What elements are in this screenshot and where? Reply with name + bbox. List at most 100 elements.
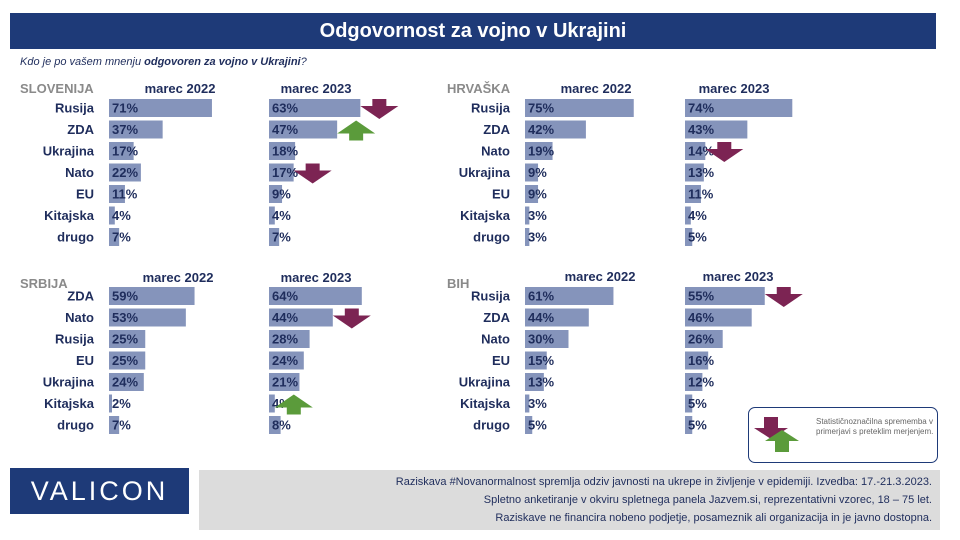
data-label: 28% — [272, 332, 298, 347]
bar — [525, 394, 530, 413]
bar — [109, 416, 120, 434]
category-label: Kitajska — [460, 208, 511, 223]
series-header: marec 2023 — [703, 269, 774, 284]
bar — [109, 185, 125, 203]
data-label: 59% — [112, 289, 138, 304]
category-label: drugo — [473, 418, 510, 433]
category-label: Kitajska — [460, 396, 511, 411]
footer-line: Raziskava #Novanormalnost spremlja odziv… — [395, 476, 932, 488]
region-title: HRVAŠKA — [447, 81, 511, 96]
bar — [269, 416, 281, 434]
series-header: marec 2023 — [281, 270, 352, 285]
category-label: Nato — [481, 332, 510, 347]
bar — [685, 99, 793, 117]
series-header: marec 2023 — [699, 81, 770, 96]
data-label: 47% — [272, 122, 298, 137]
data-label: 44% — [272, 310, 298, 325]
legend-arrow-up-icon — [765, 430, 799, 452]
bar — [685, 185, 701, 203]
bar — [269, 228, 280, 246]
data-label: 4% — [688, 208, 707, 223]
data-label: 3% — [528, 230, 547, 245]
bar — [525, 287, 614, 305]
bar — [109, 308, 186, 327]
subtitle-post: ? — [300, 56, 307, 68]
bar — [109, 228, 120, 246]
data-label: 26% — [688, 332, 714, 347]
data-label: 22% — [112, 165, 138, 180]
category-label: drugo — [57, 230, 94, 245]
bar — [109, 351, 146, 370]
category-label: ZDA — [67, 122, 94, 137]
footer-line: Raziskave ne financira nobeno podjetje, … — [495, 512, 932, 524]
arrow-down-icon — [764, 287, 803, 307]
category-label: Nato — [65, 165, 94, 180]
footer-line: Spletno anketiranje v okviru spletnega p… — [483, 494, 932, 506]
data-label: 44% — [528, 310, 554, 325]
bar — [269, 163, 294, 182]
data-label: 24% — [272, 353, 298, 368]
category-label: EU — [76, 353, 94, 368]
bar — [109, 163, 141, 182]
bar — [685, 163, 704, 182]
region-title: SLOVENIJA — [20, 81, 94, 96]
bar — [269, 142, 296, 160]
data-label: 3% — [528, 208, 547, 223]
data-label: 53% — [112, 310, 138, 325]
data-label: 3% — [528, 396, 547, 411]
category-label: Ukrajina — [459, 375, 511, 390]
bar — [685, 416, 693, 434]
data-label: 7% — [112, 418, 131, 433]
arrow-down-icon — [360, 99, 399, 119]
series-header: marec 2022 — [145, 81, 216, 96]
category-label: Rusija — [471, 289, 511, 304]
bar — [685, 206, 691, 225]
data-label: 7% — [272, 230, 291, 245]
bar — [685, 330, 723, 348]
series-header: marec 2022 — [565, 269, 636, 284]
subtitle-pre: Kdo je po vašem mnenju — [20, 56, 145, 68]
category-label: EU — [76, 187, 94, 202]
data-label: 37% — [112, 122, 138, 137]
data-label: 24% — [112, 375, 138, 390]
data-label: 17% — [112, 144, 138, 159]
category-label: Nato — [65, 310, 94, 325]
bar — [269, 394, 275, 413]
data-label: 25% — [112, 353, 138, 368]
data-label: 75% — [528, 101, 554, 116]
data-label: 12% — [688, 375, 714, 390]
bar — [685, 308, 752, 327]
bar — [269, 120, 338, 139]
data-label: 5% — [528, 418, 547, 433]
category-label: Ukrajina — [459, 165, 511, 180]
bar — [525, 185, 539, 203]
bar — [109, 142, 134, 160]
data-label: 15% — [528, 353, 554, 368]
data-label: 21% — [272, 375, 298, 390]
data-label: 9% — [528, 165, 547, 180]
data-label: 2% — [112, 396, 131, 411]
bar — [269, 308, 333, 327]
category-label: ZDA — [483, 310, 510, 325]
bar — [685, 351, 709, 370]
bar — [685, 228, 693, 246]
data-label: 63% — [272, 101, 298, 116]
data-label: 11% — [112, 187, 138, 202]
bar — [269, 287, 362, 305]
data-label: 14% — [688, 144, 714, 159]
valicon-logo: VALICON — [10, 468, 189, 514]
data-label: 9% — [528, 187, 547, 202]
series-header: marec 2022 — [143, 270, 214, 285]
data-label: 7% — [112, 230, 131, 245]
category-label: EU — [492, 187, 510, 202]
series-header: marec 2023 — [281, 81, 352, 96]
data-label: 9% — [272, 187, 291, 202]
bar — [109, 206, 115, 225]
category-label: Nato — [481, 144, 510, 159]
bar — [685, 373, 703, 391]
legend-arrows — [754, 417, 799, 452]
data-label: 13% — [528, 375, 554, 390]
data-label: 43% — [688, 122, 714, 137]
arrow-up-icon — [274, 394, 313, 415]
data-label: 4% — [272, 208, 291, 223]
